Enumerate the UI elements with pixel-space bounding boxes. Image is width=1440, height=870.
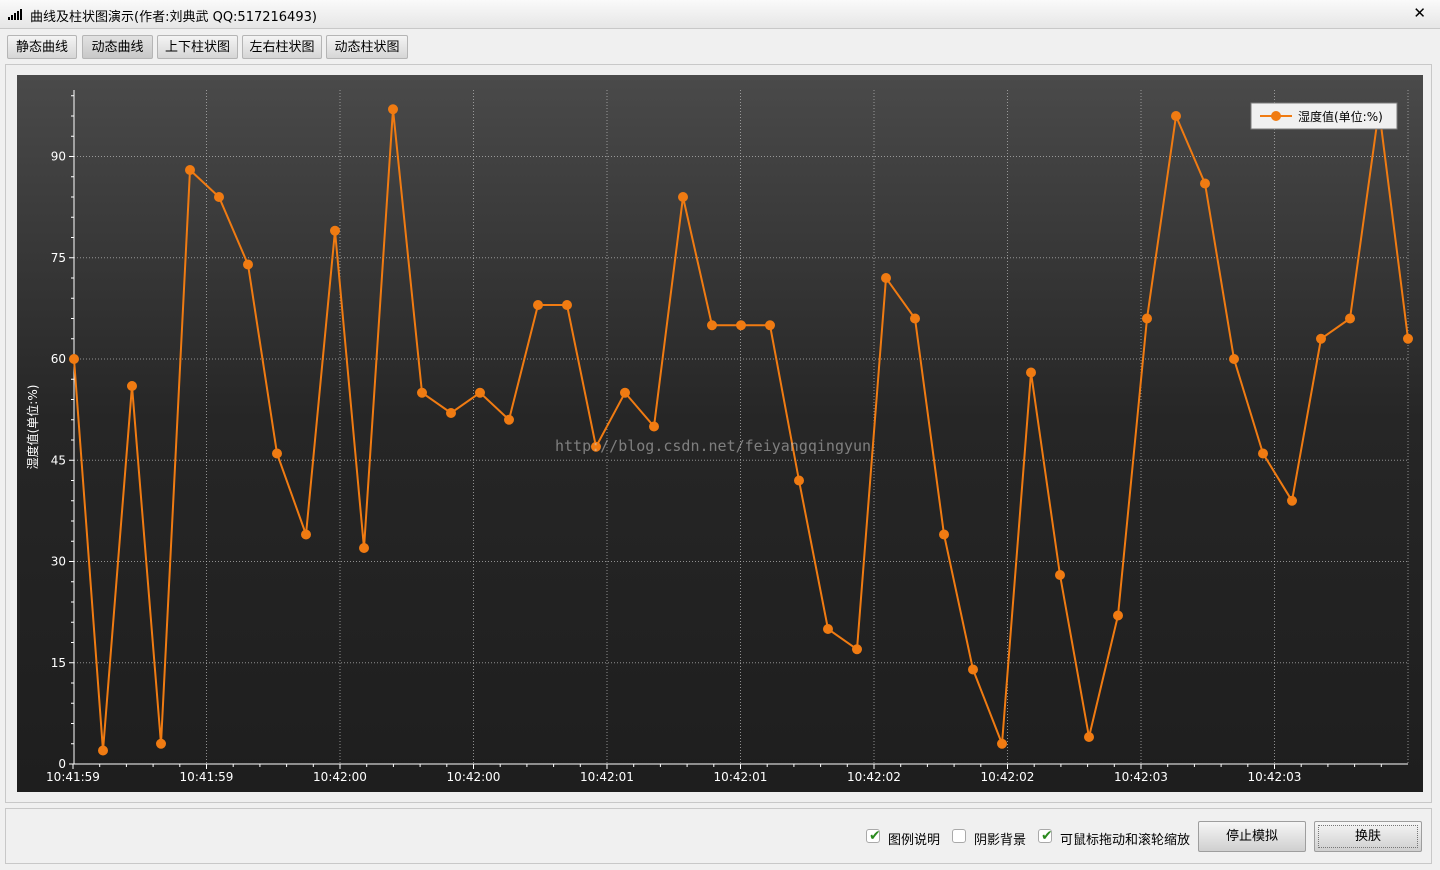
data-point — [127, 381, 137, 391]
data-point — [214, 192, 224, 202]
data-point — [562, 300, 572, 310]
data-point — [1345, 313, 1355, 324]
data-point — [1200, 178, 1210, 189]
data-point — [243, 259, 253, 270]
data-point — [388, 104, 398, 115]
change-skin-button[interactable]: 换肤 — [1314, 821, 1422, 852]
x-tick-label: 10:42:00 — [313, 770, 367, 784]
data-point — [736, 320, 746, 331]
tab-dynamic-bar[interactable]: 动态柱状图 — [326, 35, 408, 59]
data-point — [1171, 111, 1181, 121]
x-tick-label: 10:42:02 — [847, 770, 901, 784]
x-tick-label: 10:42:01 — [580, 770, 634, 784]
data-point — [620, 387, 630, 398]
data-point — [446, 408, 456, 418]
x-tick-label: 10:42:03 — [1248, 770, 1302, 784]
x-tick-label: 10:42:01 — [714, 770, 768, 784]
data-point — [1258, 448, 1268, 459]
data-point — [881, 273, 891, 283]
data-point — [301, 529, 311, 540]
stop-simulation-button[interactable]: 停止模拟 — [1198, 821, 1306, 852]
x-tick-label: 10:42:02 — [981, 770, 1035, 784]
data-point — [1084, 732, 1094, 742]
data-point — [910, 313, 920, 324]
title-bar: 曲线及柱状图演示(作者:刘典武 QQ:517216493) ✕ — [0, 0, 1440, 29]
checkmark-icon: ✔ — [1041, 828, 1053, 844]
data-point — [1142, 313, 1152, 324]
data-point — [1229, 354, 1239, 364]
tab-static-curve[interactable]: 静态曲线 — [7, 35, 77, 59]
checkmark-icon: ✔ — [869, 828, 881, 844]
data-point — [968, 664, 978, 675]
series-humidity — [69, 104, 1413, 756]
data-point — [794, 475, 804, 486]
data-point — [98, 745, 108, 756]
data-point — [533, 300, 543, 310]
x-tick-label: 10:41:59 — [46, 770, 100, 784]
y-tick-label: 90 — [51, 150, 66, 164]
tab-leftright-bar[interactable]: 左右柱状图 — [242, 35, 322, 59]
y-tick-label: 75 — [51, 251, 66, 265]
y-tick-label: 0 — [58, 757, 66, 771]
data-point — [156, 738, 166, 749]
data-point — [939, 529, 949, 540]
data-point — [649, 421, 659, 432]
data-point — [678, 192, 688, 202]
data-point — [591, 441, 601, 452]
data-point — [359, 543, 369, 553]
data-point — [852, 644, 862, 655]
close-button[interactable]: ✕ — [1413, 4, 1426, 22]
data-point — [330, 225, 340, 236]
legend-label: 湿度值(单位:%) — [1298, 109, 1383, 124]
data-point — [1403, 333, 1413, 344]
plot-background — [17, 75, 1423, 792]
bottom-toolbar — [5, 808, 1432, 864]
watermark-text: http://blog.csdn.net/feiyangqingyun — [555, 437, 872, 455]
data-point — [823, 624, 833, 634]
y-tick-label: 45 — [51, 453, 66, 467]
axes — [69, 90, 1408, 769]
data-point — [1316, 333, 1326, 344]
x-tick-labels: 10:41:59 10:41:59 10:42:00 10:42:00 10:42:01… — [46, 770, 1301, 784]
x-tick-label: 10:42:03 — [1114, 770, 1168, 784]
tab-updown-bar[interactable]: 上下柱状图 — [157, 35, 238, 59]
grid-lines — [74, 90, 1409, 764]
data-point — [185, 165, 195, 175]
data-point — [272, 448, 282, 459]
y-tick-labels: 0 15 30 45 60 75 90 — [51, 150, 66, 772]
app-signal-icon — [8, 8, 24, 20]
data-point — [1113, 610, 1123, 621]
y-tick-label: 15 — [51, 656, 66, 670]
data-point — [1287, 495, 1297, 506]
legend: 湿度值(单位:%) — [1250, 102, 1398, 130]
y-tick-label: 60 — [51, 352, 66, 366]
data-point — [707, 320, 717, 331]
y-axis-label: 湿度值(单位:%) — [25, 385, 40, 470]
window-title: 曲线及柱状图演示(作者:刘典武 QQ:517216493) — [30, 10, 317, 25]
tab-dynamic-curve[interactable]: 动态曲线 — [82, 35, 153, 59]
data-point — [475, 387, 485, 398]
data-point — [1055, 570, 1065, 580]
data-point — [417, 387, 427, 398]
data-point — [997, 738, 1007, 749]
legend-marker — [1271, 111, 1281, 121]
x-tick-label: 10:42:00 — [447, 770, 501, 784]
data-point — [1026, 367, 1036, 378]
y-tick-label: 30 — [51, 555, 66, 569]
data-point — [765, 320, 775, 331]
x-tick-label: 10:41:59 — [180, 770, 234, 784]
data-point — [69, 354, 79, 364]
data-point — [504, 414, 514, 425]
